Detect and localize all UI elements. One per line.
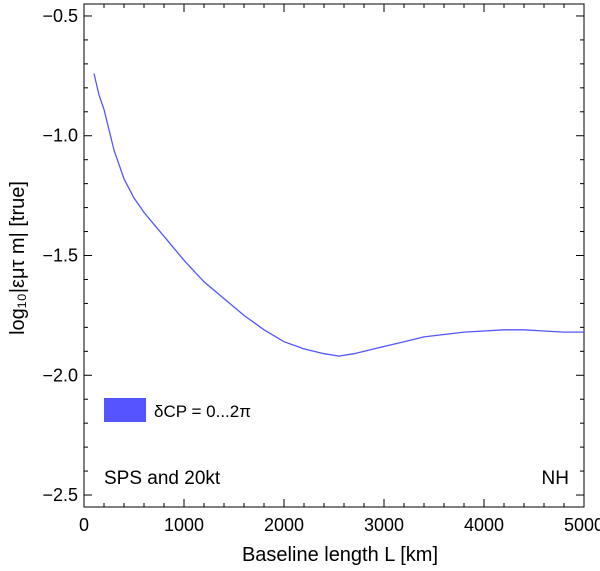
annotation-experiment: SPS and 20kt [104, 468, 221, 489]
x-tick-label: 2000 [264, 515, 304, 535]
annotation-hierarchy: NH [542, 468, 569, 489]
legend-swatch [104, 398, 146, 422]
x-tick-label: 4000 [464, 515, 504, 535]
y-tick-label: −1.0 [42, 126, 78, 146]
x-tick-label: 5000 [564, 515, 600, 535]
y-tick-label: −2.0 [42, 365, 78, 385]
series-line [93, 73, 584, 357]
y-tick-label: −2.5 [42, 485, 78, 505]
x-tick-label: 1000 [164, 515, 204, 535]
x-tick-label: 0 [79, 515, 89, 535]
x-axis-ticks: 0 1000 2000 3000 4000 5000 [79, 4, 600, 535]
legend-label: δCP = 0...2π [154, 402, 251, 421]
y-axis-label: log₁₀|εμτ m| [true] [7, 181, 29, 335]
y-tick-label: −0.5 [42, 6, 78, 26]
x-tick-label: 3000 [364, 515, 404, 535]
series-layer [93, 73, 584, 357]
y-axis-ticks: −2.5 −2.0 −1.5 −1.0 −0.5 [42, 6, 584, 505]
x-axis-label: Baseline length L [km] [242, 544, 438, 566]
plot-frame [83, 3, 585, 508]
y-tick-label: −1.5 [42, 246, 78, 266]
